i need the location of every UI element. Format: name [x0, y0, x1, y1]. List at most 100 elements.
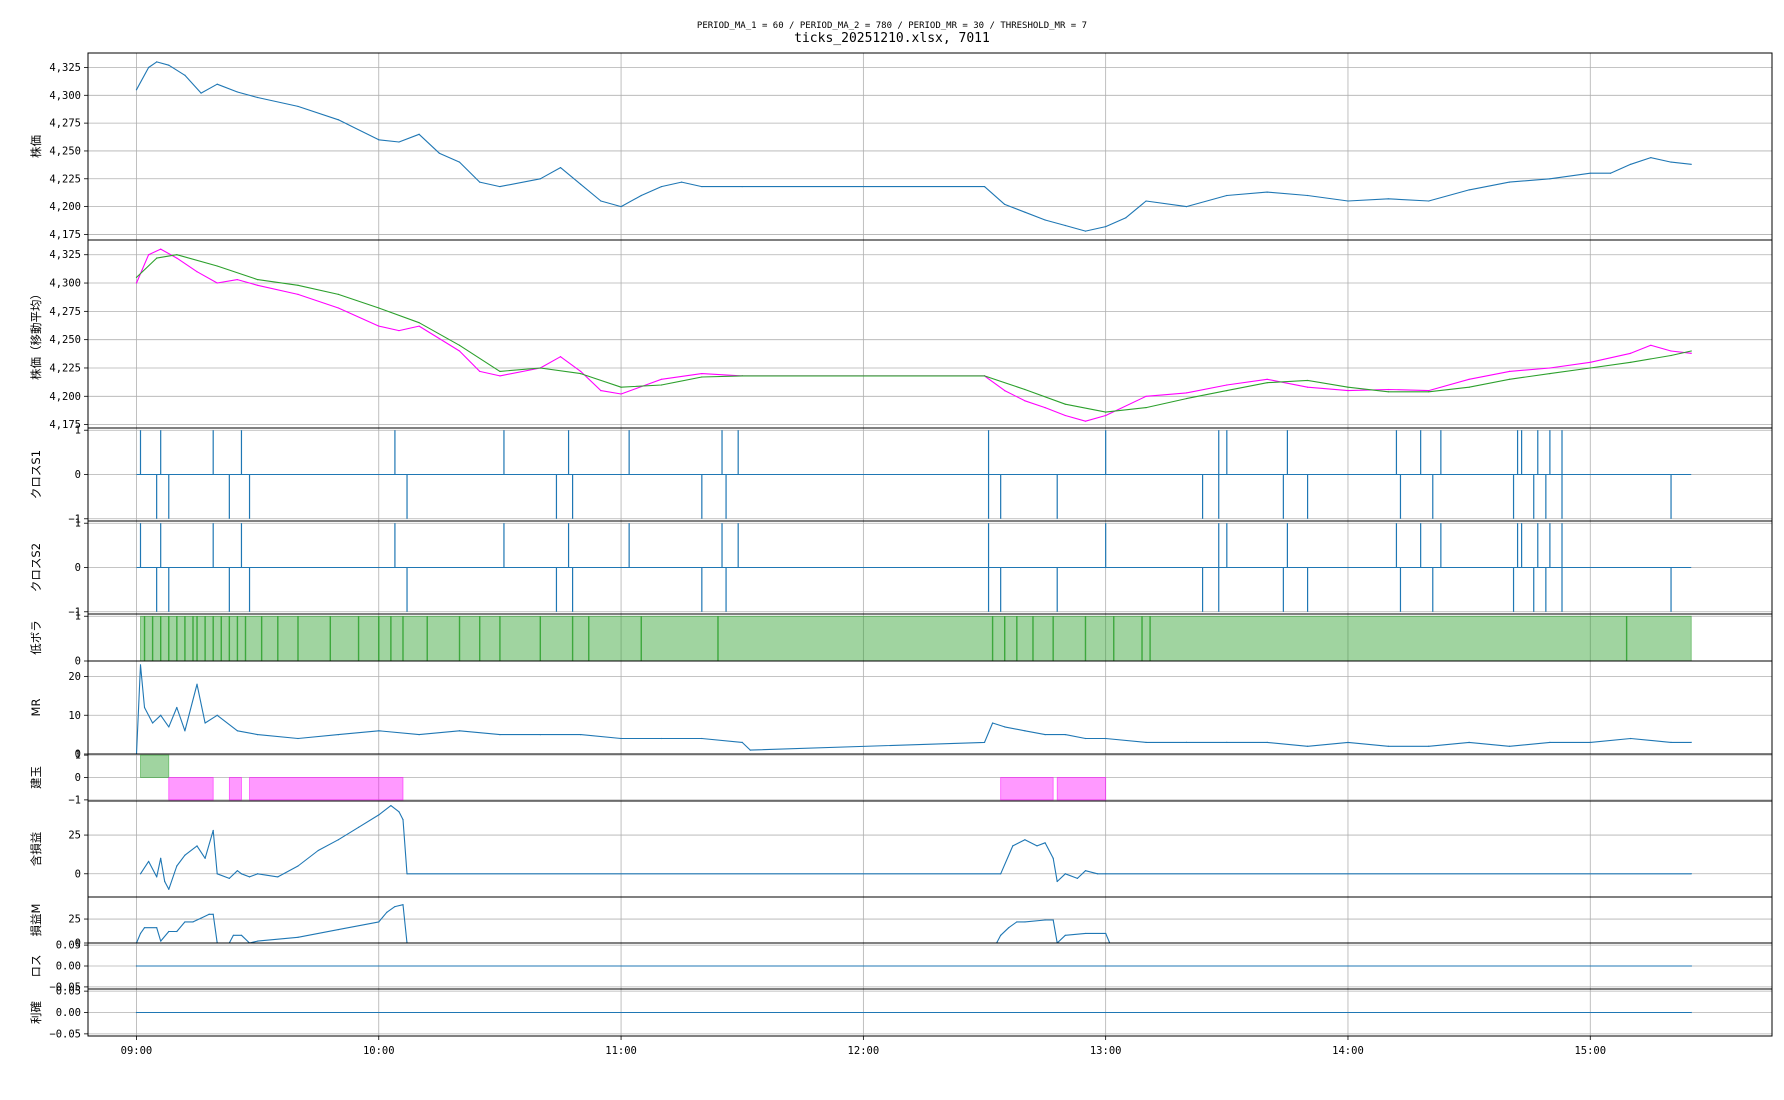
- series-point: [1690, 873, 1692, 875]
- y-axis-label: 含損益: [29, 832, 43, 867]
- subplot-stack: 4,1754,2004,2254,2504,2754,3004,325株価4,1…: [29, 52, 1773, 1040]
- series-point: [297, 293, 299, 295]
- series-point: [176, 257, 178, 259]
- y-tick-label: 20: [68, 671, 81, 683]
- series-point: [1670, 161, 1672, 163]
- series-point: [1549, 741, 1551, 743]
- series-point: [248, 876, 251, 878]
- subplot-data: [140, 754, 1107, 801]
- series-point: [378, 325, 380, 327]
- series-point: [1428, 390, 1430, 392]
- series-point: [1306, 194, 1309, 197]
- series-point: [240, 873, 243, 875]
- series-point: [212, 913, 214, 915]
- x-tick-label: 14:00: [1332, 1045, 1364, 1057]
- series-point: [539, 367, 541, 369]
- series-point: [620, 206, 622, 208]
- series-point: [660, 185, 663, 188]
- series-point: [1024, 388, 1026, 391]
- subplot-4: −1 0 1 クロスS2: [29, 518, 1773, 618]
- series-point: [1024, 730, 1026, 732]
- series-point: [1226, 741, 1228, 743]
- y-tick-label: −1: [68, 513, 81, 525]
- fill-span: [1000, 777, 1054, 801]
- series-point: [1185, 741, 1188, 743]
- series-point: [1064, 934, 1066, 936]
- series-point: [139, 664, 142, 666]
- y-tick-label: −0.05: [49, 1028, 81, 1040]
- series-line-1: [140, 805, 1692, 890]
- series-point: [741, 185, 743, 188]
- series-point: [1044, 842, 1046, 844]
- y-tick-label: 0: [75, 656, 81, 668]
- series-point: [168, 930, 170, 933]
- series-point: [1084, 932, 1087, 935]
- series-point: [147, 254, 150, 256]
- series-point: [216, 265, 218, 267]
- series-point: [499, 734, 501, 736]
- series-point: [147, 860, 150, 862]
- series-point: [135, 1011, 138, 1014]
- fill-span: [168, 777, 214, 801]
- y-tick-label: 0: [75, 772, 81, 784]
- series-point: [398, 330, 400, 332]
- y-tick-label: 4,175: [49, 229, 81, 241]
- series-point: [184, 854, 186, 856]
- subplot-9: 0 25 損益M: [29, 896, 1773, 950]
- series-point: [135, 965, 138, 967]
- series-point: [1000, 873, 1002, 875]
- series-point: [539, 734, 541, 736]
- series-point: [337, 734, 339, 736]
- series-point: [257, 279, 259, 281]
- series-point: [236, 730, 239, 732]
- series-point: [620, 386, 622, 388]
- series-point: [196, 271, 198, 273]
- series-point: [176, 930, 178, 933]
- series-point: [160, 940, 162, 942]
- series-point: [277, 876, 279, 878]
- series-point: [357, 826, 360, 828]
- series-point: [1589, 172, 1591, 174]
- series-point: [1004, 390, 1006, 392]
- y-tick-label: 0.05: [56, 940, 81, 952]
- series-point: [1690, 352, 1692, 354]
- series-point: [152, 722, 154, 724]
- y-tick-label: 4,275: [49, 118, 81, 130]
- series-point: [660, 737, 663, 740]
- series-point: [1226, 390, 1228, 392]
- series-point: [228, 877, 230, 880]
- y-tick-label: 0: [75, 562, 81, 574]
- series-point: [741, 741, 743, 743]
- series-point: [1690, 163, 1692, 165]
- series-point: [1347, 386, 1349, 388]
- series-point: [1226, 384, 1228, 386]
- series-point: [184, 730, 186, 732]
- series-line-1: [135, 664, 1692, 754]
- x-tick-label: 12:00: [848, 1045, 880, 1057]
- y-axis-label: 株価: [29, 135, 43, 158]
- series-point: [156, 257, 158, 259]
- series-point: [701, 376, 703, 378]
- y-tick-label: 0: [75, 749, 81, 761]
- series-point: [418, 325, 420, 327]
- series-point: [378, 921, 380, 923]
- series-point: [418, 133, 420, 135]
- series-point: [1016, 921, 1018, 923]
- series-point: [1084, 737, 1087, 740]
- series-point: [1347, 390, 1349, 392]
- y-tick-label: 4,250: [49, 145, 81, 157]
- series-point: [539, 178, 541, 180]
- y-tick-label: 0: [75, 469, 81, 481]
- series-point: [297, 105, 299, 108]
- series-point: [580, 734, 582, 736]
- series-point: [135, 89, 138, 91]
- series-point: [1044, 734, 1046, 736]
- series-point: [1044, 219, 1046, 221]
- y-tick-label: 0.00: [56, 1007, 81, 1019]
- series-point: [1084, 230, 1087, 232]
- subplot-10: −0.05 0.00 0.05 ロス: [29, 940, 1773, 993]
- series-point: [1690, 1011, 1692, 1014]
- series-point: [1650, 344, 1652, 346]
- chart-title: ticks_20251210.xlsx, 7011: [794, 31, 990, 46]
